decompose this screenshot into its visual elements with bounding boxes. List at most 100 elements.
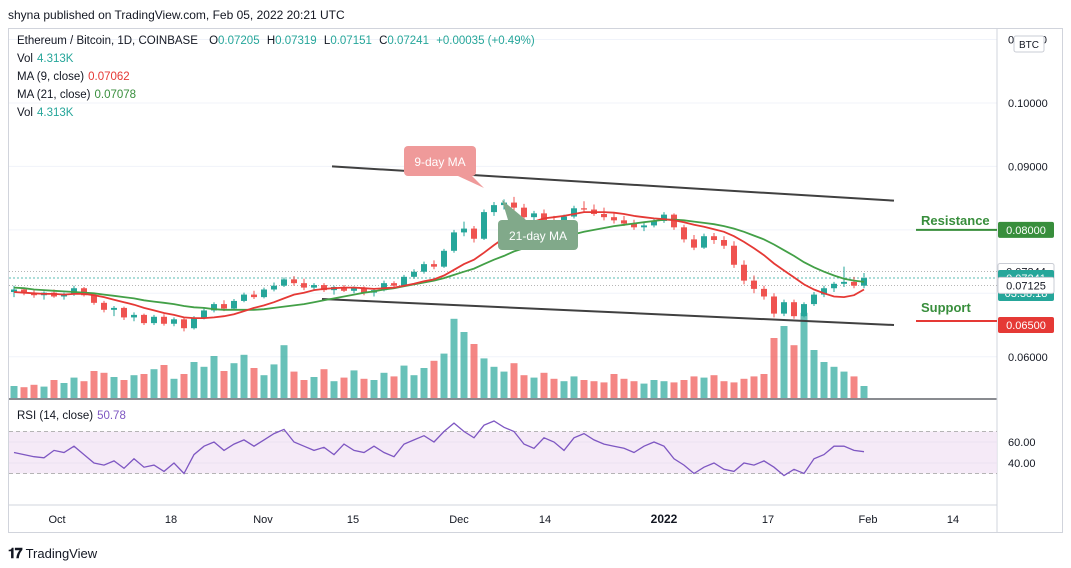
volume-bar (710, 375, 718, 398)
candle-body (601, 214, 607, 218)
volume-bar (340, 377, 348, 398)
candle-body (821, 288, 827, 295)
volume-bar (180, 374, 188, 398)
volume-bar (760, 374, 768, 398)
legend-ma21-value: 0.07078 (94, 89, 137, 101)
ma9-annotation-tail (458, 176, 484, 188)
price-badge-text: 0.06500 (1006, 320, 1046, 332)
time-tick-label: 2022 (651, 512, 678, 526)
volume-bar (210, 356, 218, 398)
volume-bar (230, 363, 238, 398)
legend-low-label: L (323, 35, 331, 47)
volume-bar (90, 371, 98, 398)
candle-body (731, 245, 737, 265)
candle-body (301, 283, 307, 288)
chart-frame[interactable]: 0.060000.070000.080000.090000.100000.110… (0, 28, 1071, 538)
legend-vol2-row: Vol 4.313K (17, 107, 73, 119)
footer-brand-text: TradingView (25, 545, 98, 561)
rsi-band (9, 431, 997, 474)
candle-body (91, 295, 97, 303)
candle-body (81, 288, 87, 296)
volume-bar (700, 377, 708, 398)
candle-body (401, 276, 407, 286)
volume-bar (290, 371, 298, 398)
price-badge-text: 0.08000 (1006, 225, 1046, 237)
legend-ma9-value: 0.07062 (88, 71, 130, 83)
ma21-annotation-text: 21-day MA (509, 229, 567, 243)
volume-bar (740, 378, 748, 398)
candle-body (111, 307, 117, 310)
volume-bar (840, 371, 848, 398)
time-tick-label: 15 (347, 514, 359, 526)
volume-bar (410, 375, 418, 398)
candle-body (151, 316, 157, 324)
volume-bar (400, 365, 408, 398)
volume-bar (590, 381, 598, 398)
volume-bar (810, 350, 818, 398)
volume-bar (540, 372, 548, 398)
candle-body (201, 310, 207, 319)
candle-body (481, 212, 487, 239)
time-tick-label: Feb (859, 514, 878, 526)
rsi-line (13, 420, 865, 477)
currency-badge-text: BTC (1019, 40, 1039, 51)
support-label: Support (921, 300, 971, 315)
candle-body (211, 304, 217, 311)
channel-lower-line (321, 298, 895, 327)
legend-open-label: O (209, 35, 219, 47)
legend-open-value: 0.07205 (218, 35, 260, 47)
volume-bar (720, 381, 728, 398)
volume-bar (860, 386, 868, 398)
candle-body (21, 289, 27, 294)
candle-body (381, 283, 387, 291)
volume-bar (460, 332, 468, 398)
candle-body (811, 294, 817, 305)
legend-vol-label: Vol (17, 53, 33, 65)
volume-bar (670, 382, 678, 398)
volume-bar (530, 377, 538, 398)
candle-body (351, 288, 357, 291)
volume-bar (680, 380, 688, 398)
time-tick-label: 14 (947, 514, 959, 526)
chart-canvas[interactable]: 0.060000.070000.080000.090000.100000.110… (0, 28, 1071, 538)
candle-body (71, 288, 77, 294)
volume-bar (610, 374, 618, 398)
volume-bar (650, 380, 658, 398)
time-tick-label: Nov (253, 514, 273, 526)
volume-bar (750, 376, 758, 398)
candle-body (491, 205, 497, 213)
legend-rsi-label: RSI (14, close) (17, 410, 94, 422)
volume-bar (690, 376, 698, 398)
volume-bar (780, 326, 788, 398)
volume-bar (480, 358, 488, 398)
volume-bar (320, 369, 328, 398)
candle-body (751, 280, 757, 289)
candle-body (231, 300, 237, 309)
candle-body (281, 279, 287, 286)
ma9-annotation-box (404, 146, 476, 176)
candle-body (321, 285, 327, 291)
candle-body (771, 296, 777, 314)
volume-bar (640, 383, 648, 398)
volume-bar (120, 380, 128, 398)
volume-bar (270, 364, 278, 398)
volume-bar (660, 381, 668, 398)
candle-body (291, 279, 297, 284)
volume-bar (20, 387, 28, 398)
candle-body (451, 232, 457, 251)
candle-body (471, 228, 477, 239)
legend-close-value: 0.07241 (387, 35, 429, 47)
candle-body (251, 294, 257, 298)
candle-body (391, 283, 397, 286)
legend-vol2-label: Vol (17, 107, 33, 119)
candle-body (261, 289, 267, 298)
candle-body (681, 227, 687, 240)
footer-brand[interactable]: 𝟏𝟕 TradingView (8, 543, 97, 563)
volume-bar (630, 381, 638, 398)
ma9-line (13, 211, 865, 319)
candle-body (651, 220, 657, 226)
volume-bar (380, 372, 388, 398)
candle-body (701, 236, 707, 248)
tradingview-logo-icon: 𝟏𝟕 (8, 544, 23, 561)
candle-body (581, 208, 587, 210)
